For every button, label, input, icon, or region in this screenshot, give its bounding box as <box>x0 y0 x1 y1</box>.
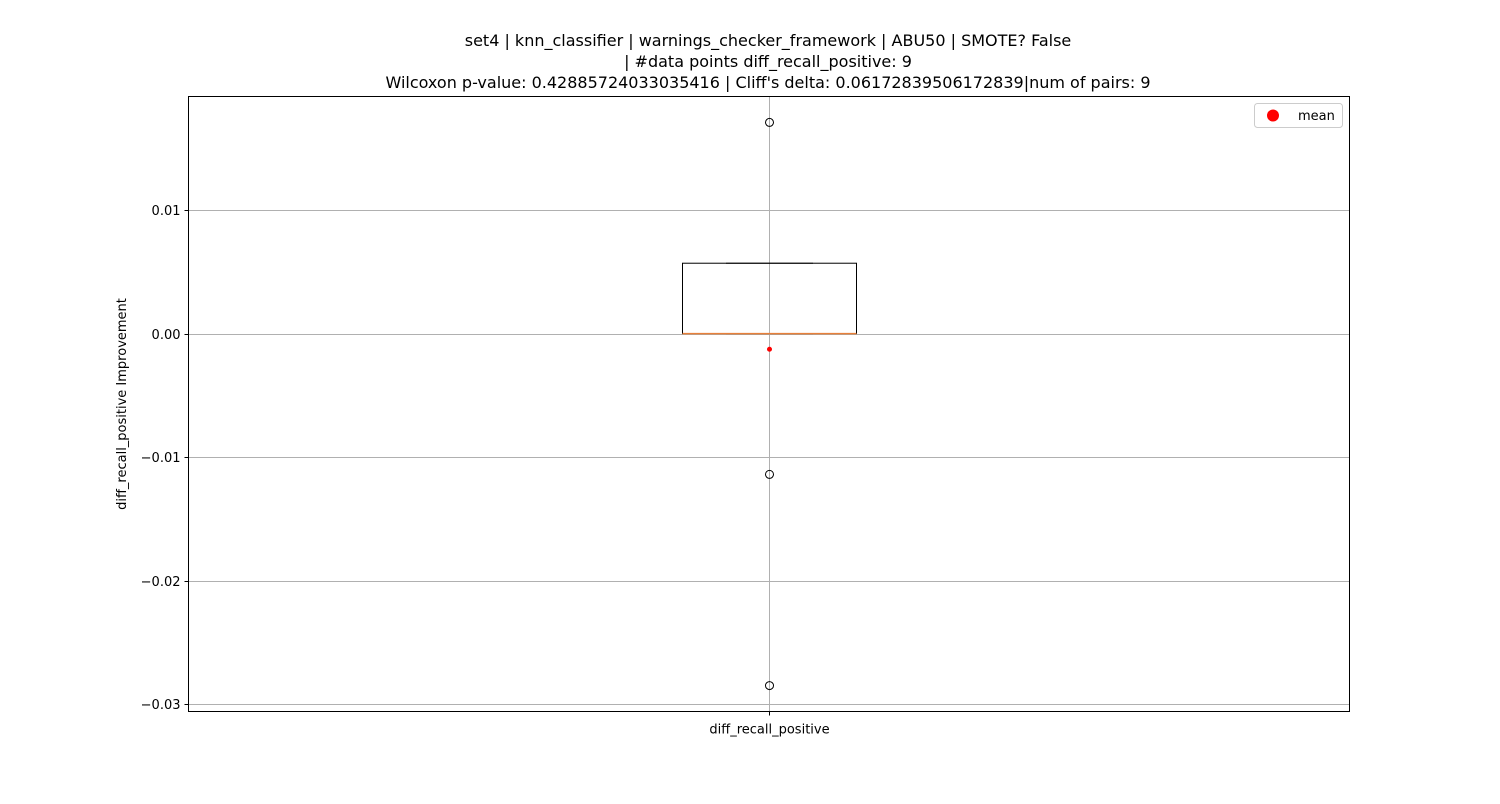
x-tick-label: diff_recall_positive <box>709 723 829 738</box>
outlier-point <box>765 681 774 691</box>
chart-title-line-1: set4 | knn_classifier | warnings_checker… <box>465 31 1072 51</box>
y-tick-label: 0.01 <box>152 204 181 219</box>
y-axis: 0.01 0.00 −0.01 −0.02 −0.03 <box>141 204 189 713</box>
outlier-point <box>765 469 774 479</box>
y-tick-label: −0.01 <box>141 451 181 466</box>
grid-lines <box>188 96 1350 712</box>
legend: mean <box>1254 103 1343 128</box>
plot-frame <box>188 96 1350 712</box>
y-axis-label: diff_recall_positive Improvement <box>115 298 130 510</box>
outlier-point <box>765 117 774 127</box>
chart-title-line-3: Wilcoxon p-value: 0.42885724033035416 | … <box>385 73 1150 92</box>
legend-frame <box>1254 103 1343 128</box>
y-tick-label: 0.00 <box>152 328 181 343</box>
chart-title-line-2: | #data points diff_recall_positive: 9 <box>624 52 912 72</box>
mean-point <box>767 346 772 352</box>
chart-title: set4 | knn_classifier | warnings_checker… <box>385 31 1150 92</box>
legend-mean-label: mean <box>1298 109 1335 124</box>
plot-area <box>682 117 857 691</box>
y-tick-label: −0.03 <box>141 698 181 713</box>
y-tick-label: −0.02 <box>141 575 181 590</box>
x-axis: diff_recall_positive <box>709 711 830 738</box>
legend-mean-marker <box>1267 109 1279 122</box>
